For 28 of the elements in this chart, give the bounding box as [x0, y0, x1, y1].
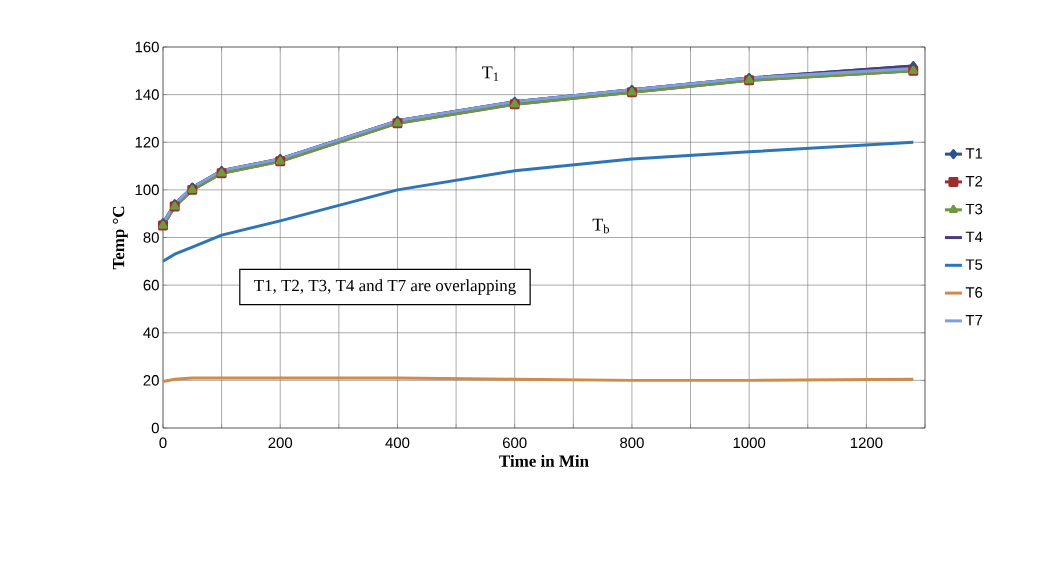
annotation: T$_{b}$ [592, 218, 610, 234]
legend-label: T7 [965, 314, 983, 326]
x-axis-title: Time in Min [499, 454, 589, 467]
x-tick-label: 1200 [850, 437, 883, 449]
annotation: T1, T2, T3, T4 and T7 are overlapping [254, 279, 516, 295]
x-tick-label: 600 [502, 437, 527, 449]
legend-label: T6 [965, 287, 983, 298]
annotation: T$_{1}$ [482, 66, 499, 81]
y-tick-label: 120 [135, 136, 159, 148]
legend-label: T2 [965, 175, 983, 187]
legend-label: T5 [965, 259, 983, 270]
x-tick-label: 200 [268, 437, 293, 449]
y-tick-label: 20 [143, 375, 159, 386]
legend-label: T4 [965, 231, 983, 242]
y-tick-label: 160 [135, 41, 159, 53]
x-tick-label: 1000 [733, 437, 766, 449]
y-tick-label: 140 [135, 89, 159, 100]
y-axis-title: Temp °C [112, 206, 128, 270]
y-tick-label: 40 [143, 327, 159, 339]
x-tick-label: 0 [159, 437, 167, 449]
legend-label: T1 [965, 148, 983, 159]
y-tick-label: 60 [143, 279, 159, 291]
x-tick-label: 800 [620, 437, 644, 449]
y-tick-label: 100 [135, 184, 159, 196]
y-tick-label: 0 [151, 422, 159, 434]
y-tick-label: 80 [143, 232, 159, 243]
x-tick-label: 400 [385, 437, 410, 449]
legend-label: T3 [965, 203, 983, 215]
